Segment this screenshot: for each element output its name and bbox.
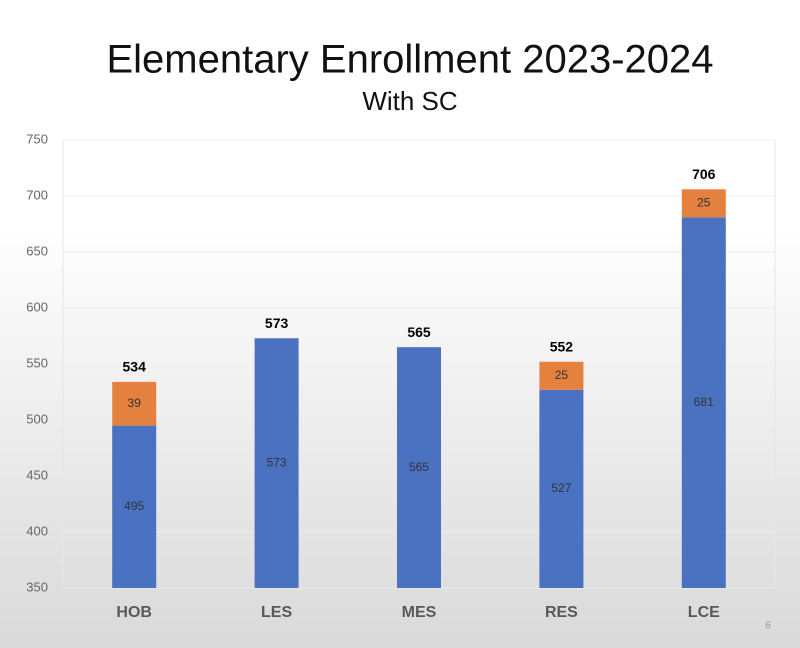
chart-subtitle: With SC (362, 86, 457, 116)
bar-segment (112, 425, 157, 588)
value-label: 25 (555, 368, 569, 382)
total-label: 706 (692, 166, 716, 182)
value-label: 527 (551, 481, 571, 495)
y-tick-label: 350 (26, 579, 48, 594)
y-tick-label: 500 (26, 411, 48, 426)
bar-segment (112, 381, 157, 426)
bar-segment (397, 347, 441, 588)
total-label: 552 (550, 338, 574, 354)
bar-segment (681, 189, 726, 218)
x-tick-label: HOB (116, 604, 152, 621)
chart-title: Elementary Enrollment 2023-2024 (106, 38, 713, 82)
bar-segment (539, 361, 584, 390)
y-tick-label: 550 (26, 355, 48, 370)
value-label: 681 (694, 395, 714, 409)
x-tick-label: MES (402, 604, 437, 621)
value-label: 495 (124, 499, 144, 513)
y-tick-label: 650 (26, 243, 48, 258)
value-label: 565 (409, 460, 429, 474)
y-tick-label: 750 (26, 131, 48, 146)
y-tick-label: 400 (26, 523, 48, 538)
bar-segment (681, 217, 726, 588)
value-label: 573 (267, 455, 287, 469)
total-label: 565 (407, 324, 431, 340)
total-label: 534 (123, 359, 147, 375)
page-number: 6 (765, 621, 771, 632)
x-tick-label: LES (261, 604, 292, 621)
y-tick-label: 450 (26, 467, 48, 482)
x-tick-label: LCE (688, 604, 720, 621)
bar-segment (539, 389, 584, 588)
value-label: 25 (697, 195, 711, 209)
bar-segment (254, 338, 299, 588)
y-tick-label: 600 (26, 299, 48, 314)
value-label: 39 (128, 396, 142, 410)
x-tick-label: RES (545, 604, 578, 621)
total-label: 573 (265, 315, 289, 331)
y-tick-label: 700 (26, 187, 48, 202)
